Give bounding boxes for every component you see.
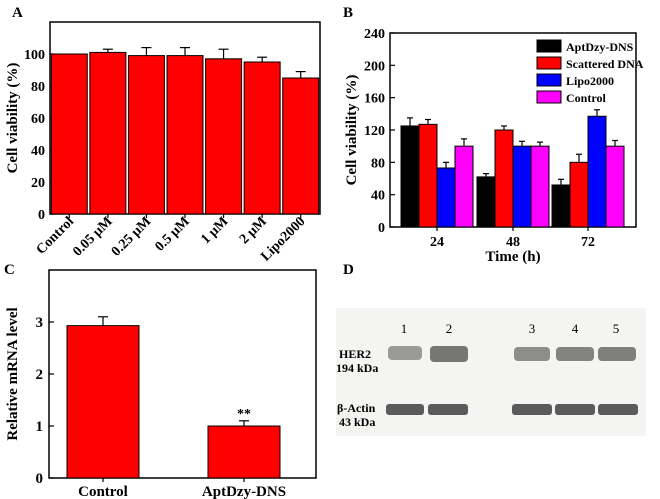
x-tick-label: 2 μM xyxy=(237,214,270,247)
bar xyxy=(494,129,514,228)
y-tick-label: 80 xyxy=(371,156,385,171)
y-tick-label: 2 xyxy=(36,367,44,383)
bar xyxy=(551,184,571,228)
x-tick-label: AptDzy-DNS xyxy=(202,484,286,499)
y-tick-label: 20 xyxy=(31,176,45,191)
y-tick-label: 60 xyxy=(31,112,45,127)
bar xyxy=(66,325,140,479)
bar xyxy=(530,145,550,228)
y-tick-label: 3 xyxy=(36,315,44,331)
x-tick-label: Control xyxy=(78,484,128,499)
legend-label: Lipo2000 xyxy=(566,74,614,88)
bar xyxy=(454,145,474,228)
x-tick-label: 48 xyxy=(506,235,520,250)
y-tick-label: 100 xyxy=(24,48,45,63)
bar xyxy=(282,77,320,215)
panel-c-chart: C 0 1 2 3 ** Control AptDzy-DNS Relative mRN… xyxy=(4,262,317,499)
bar xyxy=(127,55,165,215)
bar xyxy=(605,145,625,228)
legend-label: AptDzy-DNS xyxy=(566,40,634,54)
panel-a-y-axis-label: Cell viability (%) xyxy=(5,63,21,174)
x-tick-label: 72 xyxy=(581,235,595,250)
bar xyxy=(89,51,127,215)
actin-band xyxy=(555,404,595,415)
actin-band xyxy=(428,404,468,415)
y-tick-label: 160 xyxy=(364,92,385,107)
y-tick-label: 0 xyxy=(36,471,44,487)
bar xyxy=(243,61,281,215)
x-tick-label: 0.25 μM xyxy=(109,214,154,259)
lane-number: 4 xyxy=(572,321,579,336)
bar xyxy=(400,125,420,228)
y-tick-label: 120 xyxy=(364,124,385,139)
actin-band xyxy=(598,404,638,415)
legend-label: Scattered DNA xyxy=(566,57,644,71)
panel-c-letter: C xyxy=(4,262,15,278)
lane-number: 1 xyxy=(401,321,408,336)
legend-swatch xyxy=(536,73,562,87)
panel-b-x-axis-label: Time (h) xyxy=(485,249,540,265)
y-tick-label: 200 xyxy=(364,59,385,74)
blot-row-sublabel-her2: 194 kDa xyxy=(336,361,378,375)
y-tick-label: 0 xyxy=(38,208,45,223)
significance-marker: ** xyxy=(237,407,251,422)
her2-band xyxy=(430,346,468,362)
bar xyxy=(50,53,88,215)
lane-number: 5 xyxy=(613,321,620,336)
y-tick-label: 80 xyxy=(31,80,45,95)
blot-membrane xyxy=(336,308,646,436)
panel-b-letter: B xyxy=(343,5,353,21)
actin-band xyxy=(386,404,424,415)
panel-b-chart: B 0 40 80 120 160 200 240 24 48 72 AptDzy-DNS Sca… xyxy=(343,5,644,265)
legend-swatch xyxy=(536,56,562,70)
y-tick-label: 1 xyxy=(36,419,44,435)
bar xyxy=(166,55,204,215)
panel-b-legend: AptDzy-DNS Scattered DNA Lipo2000 Control xyxy=(536,39,644,105)
y-tick-label: 0 xyxy=(378,221,385,236)
y-tick-label: 40 xyxy=(31,144,45,159)
y-tick-label: 40 xyxy=(371,189,385,204)
actin-band xyxy=(512,404,552,415)
blot-row-sublabel-actin: 43 kDa xyxy=(339,415,375,429)
bar xyxy=(569,161,589,228)
her2-band xyxy=(598,347,636,361)
panel-a-letter: A xyxy=(12,5,23,21)
bar xyxy=(587,115,607,228)
blot-row-label-actin: β-Actin xyxy=(337,401,376,415)
legend-swatch xyxy=(536,90,562,104)
her2-band xyxy=(514,347,550,361)
x-tick-label: 0.5 μM xyxy=(152,214,192,254)
bar xyxy=(512,145,532,228)
x-tick-label: 1 μM xyxy=(198,214,231,247)
panel-d-letter: D xyxy=(343,262,354,278)
bar xyxy=(207,425,281,479)
legend-swatch xyxy=(536,39,562,53)
lane-number: 3 xyxy=(529,321,536,336)
panel-b-y-axis-label: Cell viability (%) xyxy=(344,75,360,186)
her2-band xyxy=(388,346,422,360)
blot-row-label-her2: HER2 xyxy=(339,347,371,361)
x-tick-label: 24 xyxy=(430,235,444,250)
legend-label: Control xyxy=(566,91,606,105)
bar xyxy=(476,176,496,228)
panel-d-western-blot: D 1 2 3 4 5 HER2 194 kDa β-Actin 43 kDa xyxy=(336,262,646,436)
her2-band xyxy=(556,347,594,361)
bar xyxy=(418,123,438,228)
panel-c-y-axis-label: Relative mRNA level xyxy=(5,307,21,440)
bar xyxy=(436,167,456,228)
y-tick-label: 240 xyxy=(364,27,385,42)
bar xyxy=(205,58,243,215)
lane-number: 2 xyxy=(446,321,453,336)
x-tick-label: 0.05 μM xyxy=(70,214,115,259)
